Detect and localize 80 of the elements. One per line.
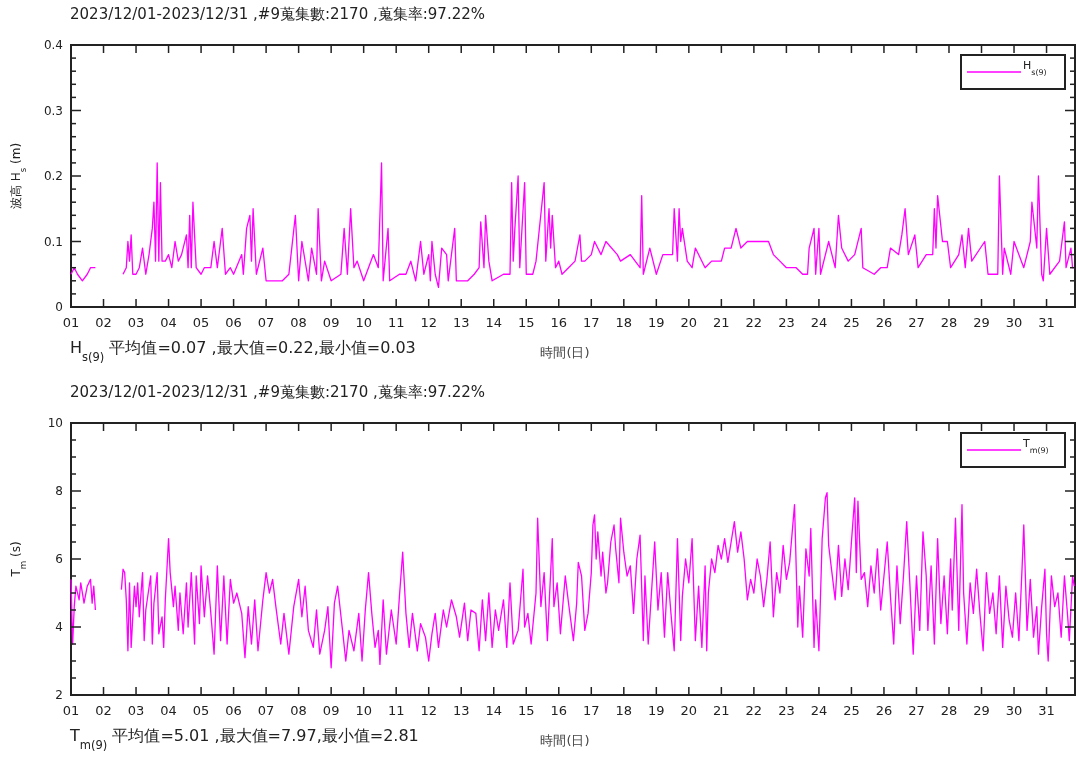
x-tick-label: 02 bbox=[95, 315, 112, 330]
x-tick-label: 28 bbox=[940, 315, 958, 330]
y-tick-label: 6 bbox=[55, 552, 63, 566]
x-tick-label: 05 bbox=[192, 315, 210, 330]
x-tick-label: 11 bbox=[387, 703, 405, 718]
x-tick-label: 01 bbox=[62, 703, 80, 718]
x-tick-label: 17 bbox=[583, 703, 600, 718]
x-tick-label: 24 bbox=[810, 703, 828, 718]
x-tick-label: 15 bbox=[517, 315, 535, 330]
y-tick-label: 0.3 bbox=[43, 103, 63, 118]
x-tick-label: 22 bbox=[745, 315, 763, 330]
x-tick-label: 19 bbox=[648, 703, 665, 718]
x-tick-label: 26 bbox=[875, 315, 893, 330]
x-tick-label: 29 bbox=[973, 703, 990, 718]
y-tick-label: 0.1 bbox=[43, 234, 63, 249]
x-tick-label: 31 bbox=[1038, 315, 1055, 330]
chart-title: 2023/12/01-2023/12/31 ,#9蒐集數:2170 ,蒐集率:97.22% bbox=[70, 5, 485, 23]
x-tick-label: 14 bbox=[485, 703, 503, 718]
x-axis-title: 時間(日) bbox=[540, 733, 590, 748]
y-tick-label: 0.2 bbox=[43, 169, 63, 183]
text: T$_{m(9)}$ 平均值=5.01 ,最大值=7.97,最小值=2.81 bbox=[69, 726, 419, 753]
x-tick-label: 09 bbox=[322, 315, 340, 330]
x-tick-label: 30 bbox=[1005, 703, 1023, 718]
x-tick-label: 12 bbox=[420, 703, 437, 718]
chart-title: 2023/12/01-2023/12/31 ,#9蒐集數:2170 ,蒐集率:97.22% bbox=[70, 383, 485, 401]
x-tick-label: 17 bbox=[583, 315, 600, 330]
x-tick-label: 20 bbox=[680, 315, 698, 330]
x-tick-label: 30 bbox=[1005, 315, 1023, 330]
y-tick-label: 0 bbox=[55, 300, 63, 314]
x-tick-label: 16 bbox=[550, 703, 568, 718]
y-tick-label: 8 bbox=[55, 484, 63, 498]
x-tick-label: 26 bbox=[875, 703, 893, 718]
x-tick-label: 10 bbox=[355, 315, 372, 330]
x-tick-label: 03 bbox=[127, 315, 145, 330]
x-tick-label: 21 bbox=[713, 703, 730, 718]
x-tick-label: 25 bbox=[843, 315, 860, 330]
x-tick-label: 20 bbox=[680, 703, 698, 718]
x-tick-label: 15 bbox=[517, 703, 535, 718]
x-tick-label: 27 bbox=[908, 703, 925, 718]
x-tick-label: 08 bbox=[290, 315, 307, 330]
x-tick-label: 28 bbox=[940, 703, 958, 718]
x-tick-label: 14 bbox=[485, 315, 503, 330]
y-tick-label: 10 bbox=[47, 416, 63, 430]
x-tick-label: 02 bbox=[95, 703, 112, 718]
x-tick-label: 23 bbox=[778, 703, 795, 718]
y-tick-label: 4 bbox=[55, 620, 63, 634]
x-tick-label: 08 bbox=[290, 703, 307, 718]
legend-label: T$_{m(9)}$ bbox=[1022, 437, 1049, 455]
x-tick-label: 04 bbox=[160, 703, 177, 718]
x-tick-label: 01 bbox=[62, 315, 80, 330]
x-tick-label: 05 bbox=[192, 703, 210, 718]
x-tick-label: 03 bbox=[127, 703, 145, 718]
x-tick-label: 16 bbox=[550, 315, 568, 330]
x-tick-label: 10 bbox=[355, 703, 372, 718]
x-tick-label: 24 bbox=[810, 315, 828, 330]
legend-label: H$_{s(9)}$ bbox=[1023, 59, 1047, 77]
x-tick-label: 25 bbox=[843, 703, 860, 718]
x-tick-label: 13 bbox=[452, 315, 470, 330]
y-tick-label: 2 bbox=[55, 688, 63, 702]
x-tick-label: 12 bbox=[420, 315, 437, 330]
y-tick-label: 0.4 bbox=[43, 38, 63, 52]
x-tick-label: 07 bbox=[257, 703, 275, 718]
x-tick-label: 18 bbox=[615, 703, 633, 718]
x-tick-label: 31 bbox=[1038, 703, 1055, 718]
x-tick-label: 13 bbox=[452, 703, 470, 718]
x-tick-label: 11 bbox=[387, 315, 405, 330]
x-tick-label: 18 bbox=[615, 315, 633, 330]
x-axis-title: 時間(日) bbox=[540, 345, 590, 360]
x-tick-label: 29 bbox=[973, 315, 990, 330]
text: H$_{s(9)}$ 平均值=0.07 ,最大值=0.22,最小值=0.03 bbox=[70, 338, 416, 365]
x-tick-label: 04 bbox=[160, 315, 177, 330]
x-tick-label: 06 bbox=[225, 315, 242, 330]
x-tick-label: 07 bbox=[257, 315, 275, 330]
x-tick-label: 21 bbox=[713, 315, 730, 330]
x-tick-label: 23 bbox=[778, 315, 795, 330]
x-tick-label: 19 bbox=[648, 315, 665, 330]
x-tick-label: 09 bbox=[322, 703, 340, 718]
x-tick-label: 27 bbox=[908, 315, 925, 330]
x-tick-label: 06 bbox=[225, 703, 242, 718]
x-tick-label: 22 bbox=[745, 703, 763, 718]
